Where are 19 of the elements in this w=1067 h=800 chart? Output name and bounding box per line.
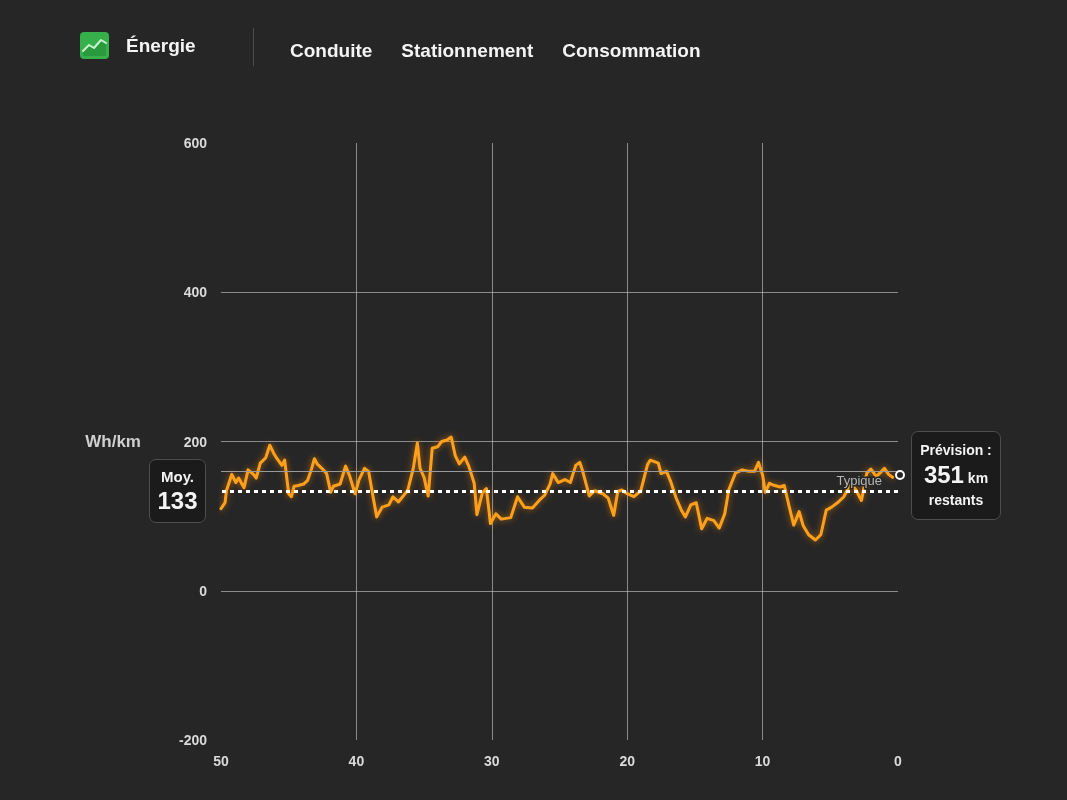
line-series: [219, 435, 895, 542]
y-tick-label: 400: [183, 284, 208, 301]
y-tick-label: -200: [178, 732, 208, 748]
x-tick-label: 20: [619, 753, 636, 769]
text: Conduite: [290, 40, 373, 62]
text: Consommation: [562, 40, 701, 62]
y-axis-title: Wh/km: [85, 432, 141, 451]
text: Stationnement: [401, 40, 534, 62]
annotation: Prévision : 351 km restants: [919, 440, 993, 510]
x-tick-label: 10: [754, 753, 771, 769]
y-tick-label: 200: [183, 433, 208, 450]
x-tick-label: 30: [484, 753, 500, 769]
x-tick-label: 0: [894, 753, 903, 769]
y-tick-label: 600: [183, 135, 208, 151]
y-tick-label: 0: [199, 582, 208, 599]
chart-title: Énergie: [126, 35, 196, 57]
ref-line-label: Moy. 133: [156, 467, 199, 516]
x-tick-label: 50: [213, 753, 229, 769]
x-tick-label: 40: [348, 753, 365, 769]
